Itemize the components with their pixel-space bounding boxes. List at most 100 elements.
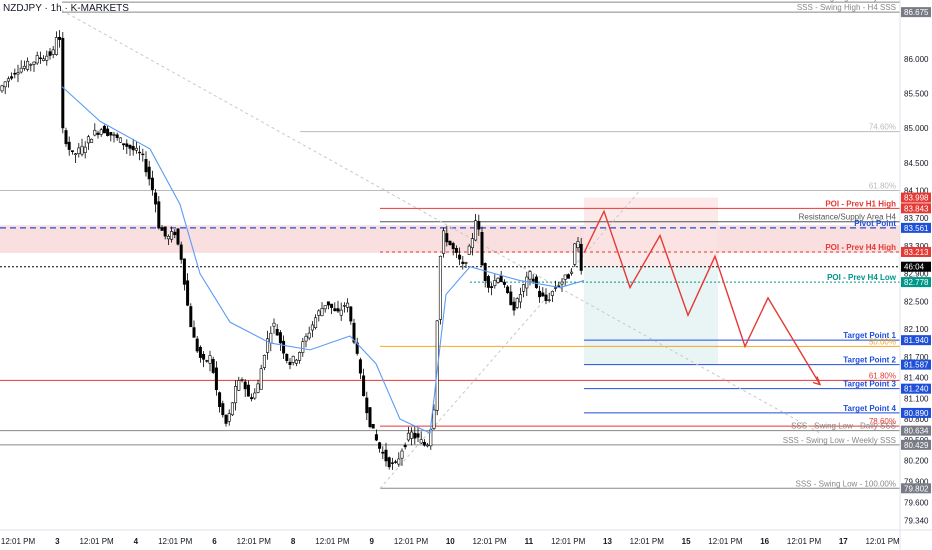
candle-body bbox=[378, 442, 382, 449]
candle-body bbox=[560, 281, 564, 285]
candle-body bbox=[438, 255, 442, 320]
candle-body bbox=[288, 361, 292, 366]
price-tag-label: 83.998 bbox=[904, 194, 929, 203]
candle-body bbox=[259, 368, 263, 390]
candle-body bbox=[74, 153, 78, 156]
x-tick-label: 3 bbox=[55, 537, 60, 546]
candle-body bbox=[554, 287, 558, 289]
candle-body bbox=[170, 231, 174, 240]
candle-body bbox=[125, 143, 129, 147]
level-label: POI - Prev H1 High bbox=[825, 199, 896, 208]
chart-title: NZDJPY · 1h · K-MARKETS bbox=[3, 3, 129, 14]
x-tick-label: 10 bbox=[446, 537, 455, 546]
candle-body bbox=[496, 277, 500, 283]
price-tag bbox=[901, 383, 931, 394]
candle-body bbox=[237, 380, 241, 391]
y-tick-label: 81.400 bbox=[904, 374, 929, 383]
candle-body bbox=[419, 439, 423, 444]
candle-body bbox=[90, 138, 94, 143]
candle-body bbox=[579, 244, 583, 271]
candle-body bbox=[400, 450, 404, 459]
price-tag bbox=[901, 359, 931, 370]
candle-body bbox=[38, 57, 42, 59]
candle-body bbox=[454, 248, 458, 253]
candle-body bbox=[80, 145, 84, 155]
y-tick-label: 83.700 bbox=[904, 214, 929, 223]
candle-body bbox=[406, 432, 410, 441]
price-tag-label: 82.778 bbox=[904, 278, 929, 287]
candle-body bbox=[48, 51, 52, 56]
candle-body bbox=[397, 458, 401, 465]
candle-body bbox=[534, 276, 538, 288]
y-tick-label: 84.100 bbox=[904, 187, 929, 196]
candle-body bbox=[342, 305, 346, 307]
level-label: Target Point 2 bbox=[843, 356, 896, 365]
candle-body bbox=[525, 276, 529, 289]
moving-average-line bbox=[61, 86, 585, 434]
price-tag bbox=[901, 425, 931, 436]
candle-body bbox=[253, 392, 257, 399]
x-tick-label: 12:01 PM bbox=[79, 537, 114, 546]
trendline-down bbox=[61, 9, 821, 434]
candle-body bbox=[208, 355, 212, 364]
x-tick-label: 12:01 PM bbox=[315, 537, 350, 546]
candle-body bbox=[106, 128, 110, 136]
x-tick-label: 12:01 PM bbox=[630, 537, 665, 546]
candle-body bbox=[416, 433, 420, 438]
candle-body bbox=[426, 444, 430, 447]
candle-body bbox=[115, 134, 119, 138]
candle-body bbox=[358, 359, 362, 374]
candle-body bbox=[538, 290, 542, 298]
candle-body bbox=[435, 320, 439, 411]
y-tick-label: 81.700 bbox=[904, 353, 929, 362]
price-tag bbox=[901, 335, 931, 346]
candle-body bbox=[134, 147, 138, 151]
candle-body bbox=[298, 352, 302, 361]
level-label: Target Point 3 bbox=[843, 380, 896, 389]
price-tag bbox=[901, 277, 931, 288]
price-tag bbox=[901, 222, 931, 233]
candle-body bbox=[413, 432, 417, 439]
candle-body bbox=[67, 141, 71, 150]
price-tag-label: 79.802 bbox=[904, 484, 929, 493]
candle-body bbox=[147, 166, 151, 180]
price-tag bbox=[901, 203, 931, 214]
candle-body bbox=[285, 353, 289, 361]
level-label: 61.80% bbox=[869, 371, 896, 380]
candle-body bbox=[410, 431, 414, 439]
candle-body bbox=[304, 335, 308, 342]
candle-body bbox=[346, 302, 350, 308]
level-label: 50.00% bbox=[869, 337, 896, 346]
candle-body bbox=[394, 461, 398, 463]
x-tick-label: 16 bbox=[760, 537, 769, 546]
candle-body bbox=[131, 146, 135, 151]
candle-body bbox=[470, 238, 474, 249]
candle-body bbox=[32, 61, 36, 65]
candle-body bbox=[314, 317, 318, 328]
candle-body bbox=[458, 254, 462, 260]
y-tick-label: 80.800 bbox=[904, 415, 929, 424]
price-tag bbox=[901, 483, 931, 494]
candle-body bbox=[442, 230, 446, 254]
zone-short-risk bbox=[584, 197, 718, 267]
candle-body bbox=[333, 308, 337, 312]
x-tick-label: 12:01 PM bbox=[1, 537, 36, 546]
candle-body bbox=[310, 324, 314, 331]
zone-short-reward bbox=[584, 266, 718, 365]
candle-body bbox=[93, 129, 97, 136]
candle-body bbox=[381, 451, 385, 454]
candle-body bbox=[362, 375, 366, 397]
level-label: SSS - Swing Low - Daily SSS bbox=[791, 422, 896, 431]
y-tick-label: 82.500 bbox=[904, 297, 929, 306]
candle-body bbox=[51, 49, 55, 55]
candle-body bbox=[118, 137, 122, 143]
price-tag-label: 81.587 bbox=[904, 361, 929, 370]
x-tick-label: 6 bbox=[212, 537, 217, 546]
candle-body bbox=[154, 192, 158, 205]
candle-body bbox=[467, 245, 471, 255]
level-label: Pivot Point bbox=[854, 219, 896, 228]
candle-body bbox=[432, 409, 436, 429]
y-tick-label: 80.200 bbox=[904, 457, 929, 466]
candle-body bbox=[282, 340, 286, 354]
